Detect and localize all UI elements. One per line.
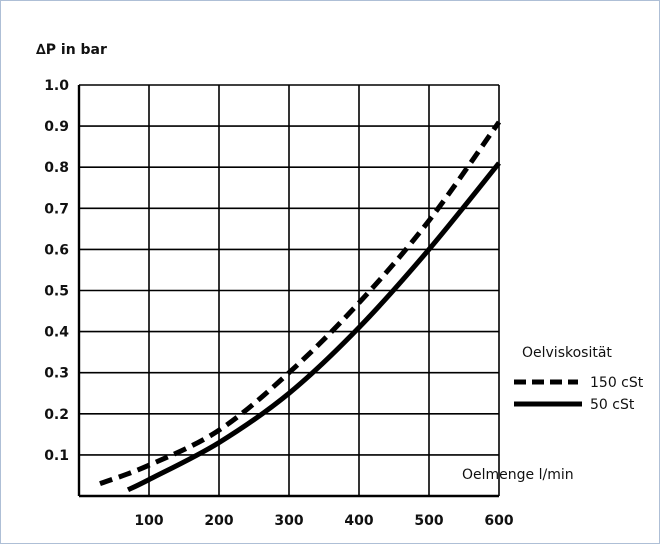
- legend-title: Oelviskosität: [522, 345, 612, 361]
- y-axis-label: ∆P in bar: [36, 42, 107, 58]
- x-tick-label: 400: [344, 513, 373, 529]
- x-tick-label: 600: [484, 513, 513, 529]
- x-tick-label: 500: [414, 513, 443, 529]
- y-tick-label: 0.9: [44, 119, 69, 135]
- y-tick-label: 0.5: [44, 284, 69, 300]
- series-lines: [99, 120, 502, 493]
- y-tick-label: 0.4: [44, 325, 69, 341]
- x-tick-label: 300: [274, 513, 303, 529]
- tick-labels: 100 200 300 400 500 600 0.1 0.2 0.3 0.4 0.5 0.6 0.7 0…: [44, 78, 514, 529]
- series-line-50cst: [126, 161, 501, 493]
- y-tick-label: 0.7: [44, 201, 69, 217]
- y-tick-label: 0.6: [44, 242, 69, 258]
- y-tick-label: 0.2: [44, 407, 69, 423]
- legend-label-50cst: 50 cSt: [590, 397, 635, 413]
- grid: [79, 84, 500, 496]
- y-tick-label: 1.0: [44, 78, 69, 94]
- x-axis-label: Oelmenge l/min: [462, 467, 574, 483]
- x-tick-label: 200: [204, 513, 233, 529]
- y-tick-label: 0.8: [44, 160, 69, 176]
- series-line-150cst: [99, 120, 502, 487]
- x-tick-label: 100: [134, 513, 163, 529]
- axes: [77, 85, 499, 498]
- y-tick-label: 0.3: [44, 366, 69, 382]
- legend: Oelviskosität 150 cSt 50 cSt: [514, 345, 644, 413]
- y-tick-label: 0.1: [44, 448, 69, 464]
- legend-label-150cst: 150 cSt: [590, 375, 644, 391]
